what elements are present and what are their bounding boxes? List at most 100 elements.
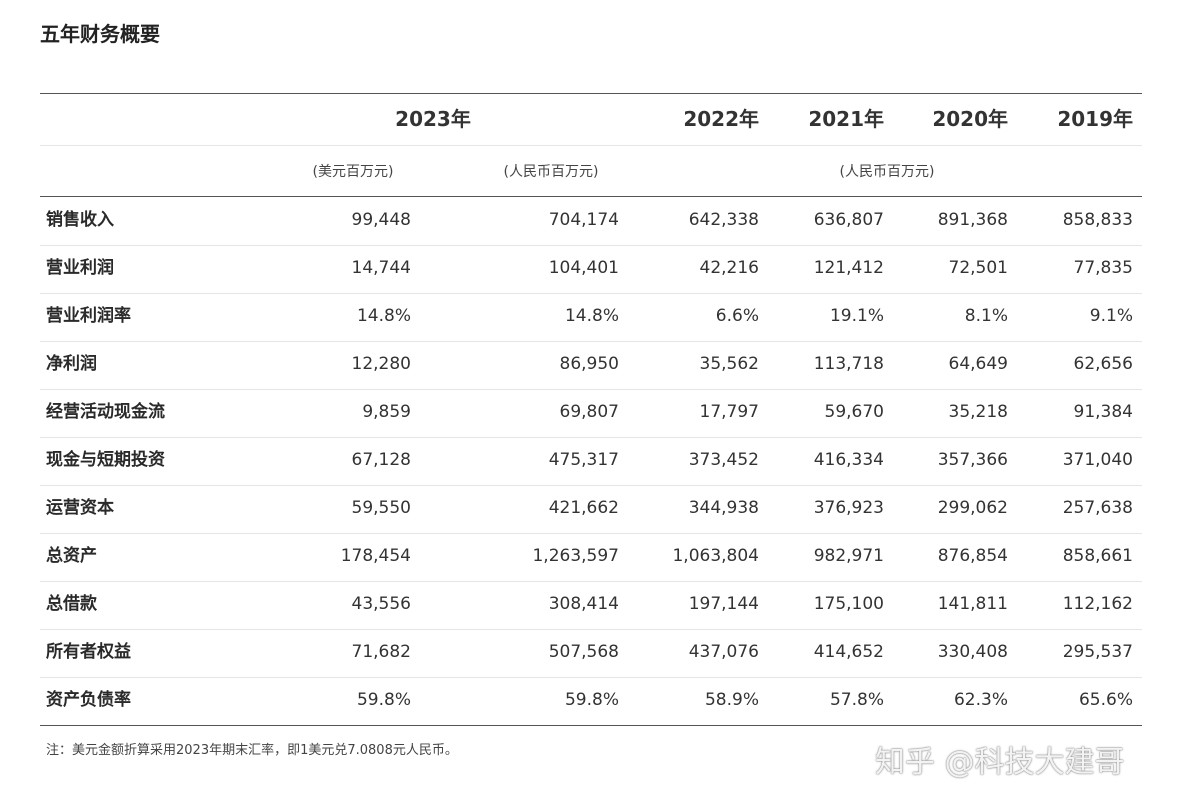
cell-value: 8.1% xyxy=(964,306,1008,326)
cell-value: 416,334 xyxy=(813,450,884,470)
year-header: 2021年 xyxy=(808,107,884,131)
row-label: 总借款 xyxy=(46,594,97,614)
table-top-rule xyxy=(40,93,1142,94)
cell-value: 67,128 xyxy=(351,450,411,470)
cell-value: 91,384 xyxy=(1073,402,1133,422)
cell-value: 62,656 xyxy=(1073,354,1133,374)
cell-value: 104,401 xyxy=(548,258,619,278)
cell-value: 57.8% xyxy=(829,690,884,710)
cell-value: 437,076 xyxy=(688,642,759,662)
cell-value: 9.1% xyxy=(1089,306,1133,326)
cell-value: 636,807 xyxy=(813,210,884,230)
cell-value: 642,338 xyxy=(688,210,759,230)
cell-value: 59,550 xyxy=(351,498,411,518)
cell-value: 414,652 xyxy=(813,642,884,662)
cell-value: 891,368 xyxy=(937,210,1008,230)
cell-value: 982,971 xyxy=(813,546,884,566)
cell-value: 71,682 xyxy=(351,642,411,662)
year-header: 2019年 xyxy=(1057,107,1133,131)
row-divider xyxy=(40,629,1142,630)
cell-value: 371,040 xyxy=(1062,450,1133,470)
cell-value: 64,649 xyxy=(948,354,1008,374)
cell-value: 35,562 xyxy=(699,354,759,374)
cell-value: 308,414 xyxy=(548,594,619,614)
cell-value: 858,661 xyxy=(1062,546,1133,566)
row-label: 总资产 xyxy=(46,546,97,566)
cell-value: 121,412 xyxy=(813,258,884,278)
cell-value: 42,216 xyxy=(699,258,759,278)
cell-value: 72,501 xyxy=(948,258,1008,278)
cell-value: 421,662 xyxy=(548,498,619,518)
cell-value: 19.1% xyxy=(829,306,884,326)
header-bottom-rule xyxy=(40,196,1142,197)
cell-value: 197,144 xyxy=(688,594,759,614)
row-divider xyxy=(40,437,1142,438)
cell-value: 112,162 xyxy=(1062,594,1133,614)
cell-value: 295,537 xyxy=(1062,642,1133,662)
cell-value: 17,797 xyxy=(699,402,759,422)
cell-value: 99,448 xyxy=(351,210,411,230)
cell-value: 59.8% xyxy=(356,690,411,710)
cell-value: 373,452 xyxy=(688,450,759,470)
cell-value: 14.8% xyxy=(564,306,619,326)
cell-value: 876,854 xyxy=(937,546,1008,566)
cell-value: 1,063,804 xyxy=(672,546,759,566)
year-header: 2023年 xyxy=(395,107,471,131)
year-header: 2022年 xyxy=(683,107,759,131)
row-label: 经营活动现金流 xyxy=(46,402,165,422)
cell-value: 507,568 xyxy=(548,642,619,662)
row-divider xyxy=(40,341,1142,342)
cell-value: 357,366 xyxy=(937,450,1008,470)
title: 五年财务概要 xyxy=(40,22,160,46)
cell-value: 59,670 xyxy=(824,402,884,422)
row-label: 运营资本 xyxy=(46,498,114,518)
cell-value: 43,556 xyxy=(351,594,411,614)
year-header: 2020年 xyxy=(932,107,1008,131)
cell-value: 59.8% xyxy=(564,690,619,710)
cell-value: 141,811 xyxy=(937,594,1008,614)
cell-value: 12,280 xyxy=(351,354,411,374)
row-label: 所有者权益 xyxy=(46,642,131,662)
row-divider xyxy=(40,485,1142,486)
cell-value: 62.3% xyxy=(953,690,1008,710)
row-label: 营业利润 xyxy=(46,258,114,278)
row-label: 资产负债率 xyxy=(46,690,131,710)
cell-value: 14.8% xyxy=(356,306,411,326)
watermark: 知乎 @科技大建哥 xyxy=(875,745,1125,780)
cell-value: 257,638 xyxy=(1062,498,1133,518)
cell-value: 9,859 xyxy=(362,402,411,422)
row-divider xyxy=(40,245,1142,246)
cell-value: 178,454 xyxy=(340,546,411,566)
cell-value: 299,062 xyxy=(937,498,1008,518)
header-divider xyxy=(40,145,1142,146)
row-label: 净利润 xyxy=(46,354,97,374)
cell-value: 35,218 xyxy=(948,402,1008,422)
cell-value: 14,744 xyxy=(351,258,411,278)
cell-value: 475,317 xyxy=(548,450,619,470)
unit-header: (人民币百万元) xyxy=(503,164,599,180)
cell-value: 1,263,597 xyxy=(532,546,619,566)
row-divider xyxy=(40,581,1142,582)
unit-header: (美元百万元) xyxy=(312,164,394,180)
cell-value: 65.6% xyxy=(1078,690,1133,710)
unit-header: (人民币百万元) xyxy=(839,164,935,180)
cell-value: 344,938 xyxy=(688,498,759,518)
cell-value: 86,950 xyxy=(559,354,619,374)
cell-value: 858,833 xyxy=(1062,210,1133,230)
row-divider xyxy=(40,389,1142,390)
row-label: 现金与短期投资 xyxy=(46,450,165,470)
row-divider xyxy=(40,293,1142,294)
cell-value: 330,408 xyxy=(937,642,1008,662)
row-label: 销售收入 xyxy=(46,210,114,230)
cell-value: 58.9% xyxy=(704,690,759,710)
row-divider xyxy=(40,677,1142,678)
table-bottom-rule xyxy=(40,725,1142,726)
cell-value: 376,923 xyxy=(813,498,884,518)
cell-value: 77,835 xyxy=(1073,258,1133,278)
row-label: 营业利润率 xyxy=(46,306,131,326)
cell-value: 704,174 xyxy=(548,210,619,230)
cell-value: 6.6% xyxy=(715,306,759,326)
cell-value: 69,807 xyxy=(559,402,619,422)
note: 注：美元金额折算采用2023年期末汇率，即1美元兑7.0808元人民币。 xyxy=(46,743,458,758)
